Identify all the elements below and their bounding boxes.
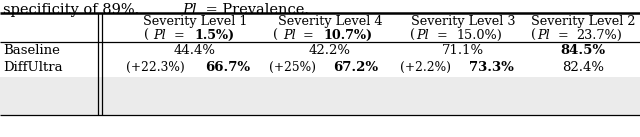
Text: =: = xyxy=(170,29,189,42)
Text: 23.7%): 23.7%) xyxy=(576,29,622,42)
Text: 42.2%: 42.2% xyxy=(309,44,351,57)
Text: Pl: Pl xyxy=(283,29,296,42)
Text: (: ( xyxy=(144,29,152,42)
Text: Baseline: Baseline xyxy=(3,44,60,57)
Text: Severity Level 1: Severity Level 1 xyxy=(143,15,247,28)
Text: (+2.2%): (+2.2%) xyxy=(399,61,453,74)
Text: 73.3%: 73.3% xyxy=(468,61,513,74)
Bar xyxy=(0,77,640,115)
Text: (+22.3%): (+22.3%) xyxy=(126,61,188,74)
Text: = Prevalence.: = Prevalence. xyxy=(201,3,309,17)
Text: 84.5%: 84.5% xyxy=(561,44,605,57)
Text: Severity Level 4: Severity Level 4 xyxy=(278,15,382,28)
Text: specificity of 89%.: specificity of 89%. xyxy=(3,3,142,17)
Text: 10.7%): 10.7%) xyxy=(323,29,372,42)
Text: 44.4%: 44.4% xyxy=(174,44,216,57)
Text: Pl: Pl xyxy=(154,29,166,42)
Text: 66.7%: 66.7% xyxy=(205,61,250,74)
Text: Pl: Pl xyxy=(416,29,429,42)
Text: 71.1%: 71.1% xyxy=(442,44,484,57)
Text: =: = xyxy=(300,29,318,42)
Text: Pl: Pl xyxy=(182,3,197,17)
Text: DiffUltra: DiffUltra xyxy=(3,61,63,74)
Text: (: ( xyxy=(410,29,415,42)
Text: 82.4%: 82.4% xyxy=(562,61,604,74)
Text: Severity Level 2: Severity Level 2 xyxy=(531,15,636,28)
Text: =: = xyxy=(433,29,451,42)
Text: Severity Level 3: Severity Level 3 xyxy=(411,15,515,28)
Text: =: = xyxy=(554,29,571,42)
Text: 15.0%): 15.0%) xyxy=(457,29,503,42)
Text: (: ( xyxy=(273,29,281,42)
Text: (: ( xyxy=(531,29,536,42)
Text: Pl: Pl xyxy=(537,29,550,42)
Text: 67.2%: 67.2% xyxy=(333,61,378,74)
Text: (+25%): (+25%) xyxy=(269,61,319,74)
Text: 1.5%): 1.5%) xyxy=(195,29,234,42)
